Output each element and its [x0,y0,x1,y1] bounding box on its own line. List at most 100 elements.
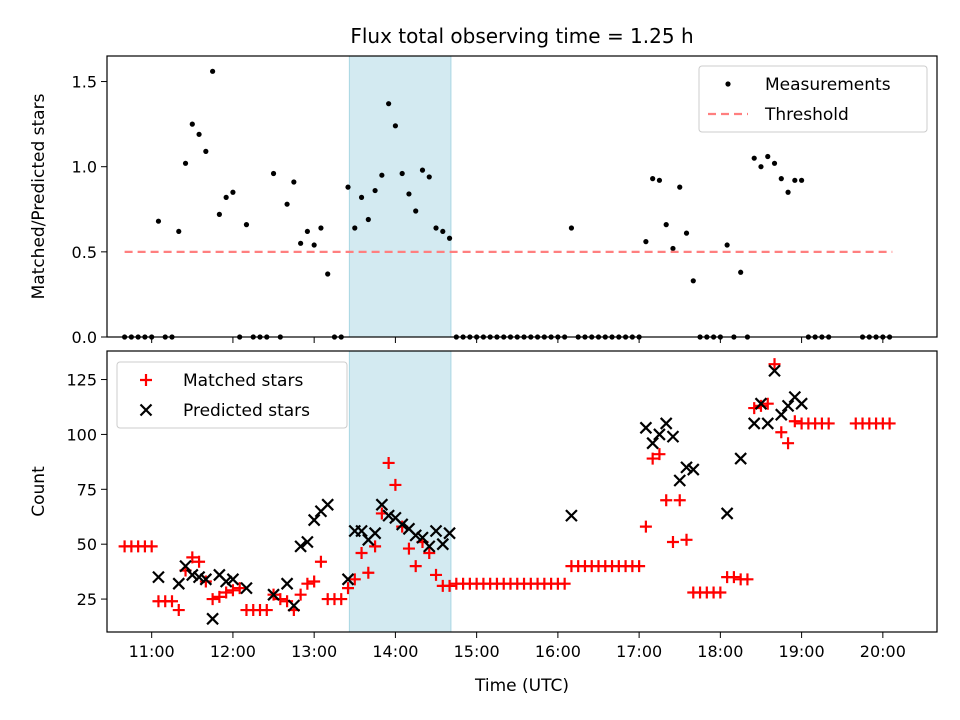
data-point [307,513,321,527]
data-point [193,555,206,568]
data-point [687,463,700,476]
legend: Measurements Threshold [698,65,928,133]
data-point [220,586,233,599]
data-point [413,208,419,214]
data-point [243,222,250,228]
legend-swatch [725,81,731,87]
data-point [325,271,331,277]
data-point [314,555,327,568]
data-point [321,498,334,511]
data-point [281,595,294,608]
panel-2: 11:00 12:00 13:00 14:00 15:00 16:00 17:00 18:00… [29,350,938,661]
data-point [423,546,436,559]
legend-box [698,65,928,133]
data-point [747,417,761,430]
series-predicted-stars [152,364,808,626]
data-point [788,415,801,428]
data-point [399,170,405,177]
data-point [761,417,775,430]
data-point [358,194,365,200]
data-point [734,452,747,465]
data-point [436,537,450,551]
data-point [643,239,649,245]
data-point [422,540,436,553]
data-point [426,174,432,180]
data-point [670,245,676,252]
data-point [666,535,679,548]
data-point [280,577,294,590]
data-point [568,225,575,231]
x-tick-label: 14:00 [372,642,418,661]
data-point [267,588,280,601]
data-point [720,507,734,520]
data-point [230,189,236,195]
y-tick-label: 25 [77,590,97,609]
data-point [690,278,696,284]
y-tick-label: 1.0 [72,158,97,177]
data-point [379,172,385,178]
data-point [659,417,673,430]
data-point [650,176,656,182]
data-point [375,498,389,511]
data-point [308,575,321,588]
data-point [199,573,213,586]
data-point [294,588,307,601]
data-point [352,225,358,231]
data-point [656,177,663,183]
data-point [206,612,219,626]
data-point [639,421,653,435]
data-point [758,164,764,170]
plot-frame [106,55,938,338]
data-point [219,575,233,588]
data-point [683,230,690,236]
legend-box [116,361,348,429]
data-point [714,586,727,599]
data-point [186,551,199,564]
data-point [382,456,395,469]
data-point [145,540,158,553]
data-point [355,546,368,559]
data-point [206,593,219,606]
x-tick-label: 20:00 [860,642,906,661]
data-point [304,228,310,235]
x-tick-label: 17:00 [616,642,662,661]
data-point [369,540,382,553]
data-point [287,599,301,612]
data-point [301,577,314,590]
data-point [226,573,240,586]
data-point [210,68,216,74]
y-tick-label: 1.5 [72,73,97,92]
data-point [409,560,422,573]
data-point [199,575,212,588]
data-point [368,526,382,540]
data-point [362,566,375,579]
y-tick-label: 0.0 [72,328,97,347]
data-point [416,531,429,544]
data-point [822,417,835,430]
legend-swatch [140,374,152,386]
data-point [260,604,273,617]
data-point [294,540,307,553]
x-tick-label: 12:00 [210,642,256,661]
data-point [775,426,788,439]
shaded-interval [348,350,452,633]
data-point [223,194,229,200]
x-tick-label: 15:00 [454,642,500,661]
data-point [186,568,199,582]
data-point [680,461,693,474]
data-point [660,494,673,507]
data-point [182,160,189,166]
data-point [778,176,784,182]
legend-entry: Predicted stars [183,401,310,421]
data-point [335,593,348,606]
data-point [226,584,239,597]
x-tick-label: 16:00 [535,642,581,661]
data-point [216,211,222,217]
data-point [402,542,415,555]
data-point [372,187,378,194]
plot-frame [106,350,938,633]
series-matched-stars [118,358,896,617]
data-point [673,474,687,487]
legend-swatch [139,403,153,417]
data-point [761,397,774,410]
